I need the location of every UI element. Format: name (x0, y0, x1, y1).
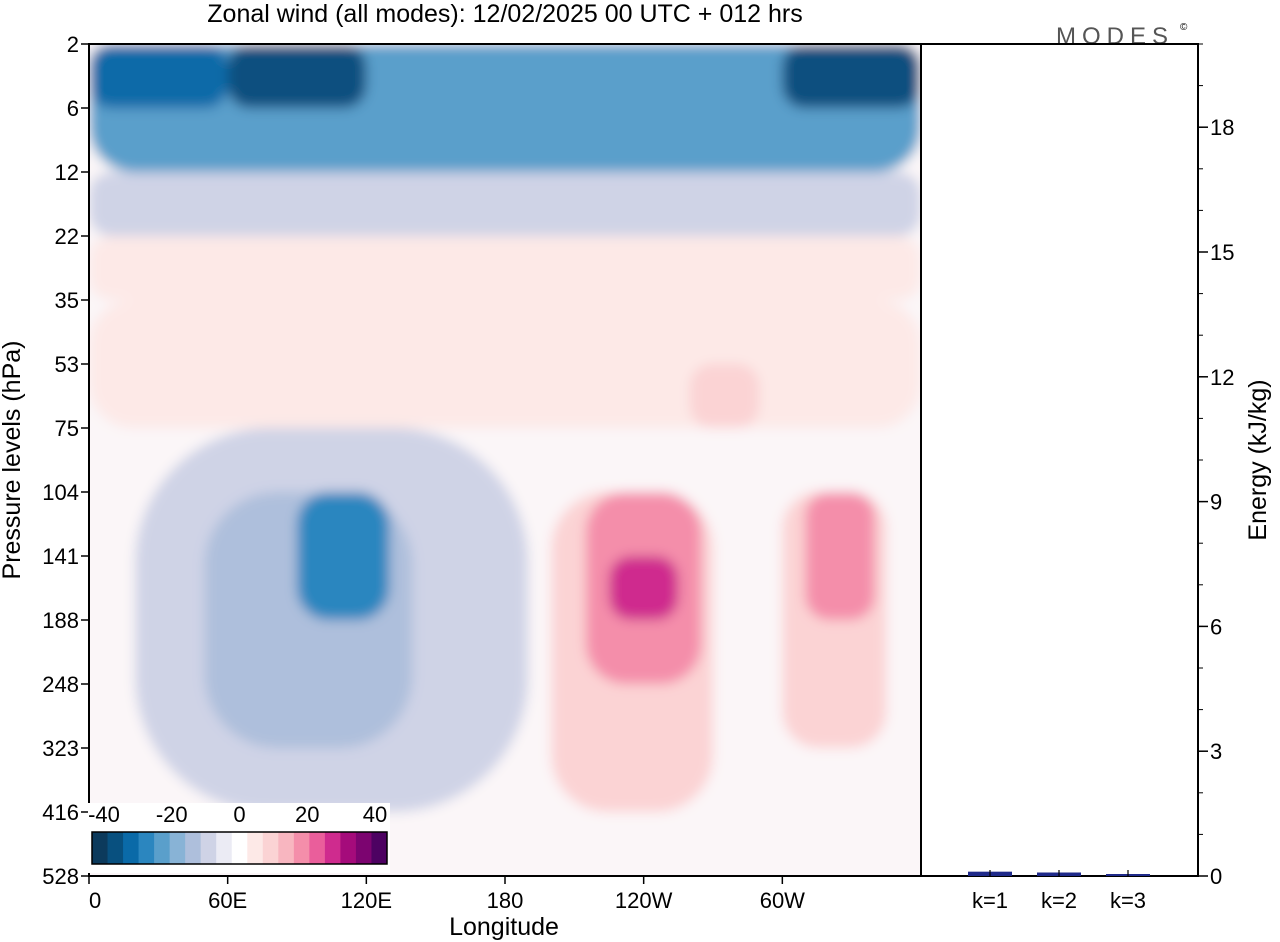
pressure-tick-label: 528 (42, 864, 79, 889)
energy-tick-label: 15 (1210, 240, 1234, 265)
longitude-tick-label: 0 (89, 888, 101, 913)
colorbar-swatch (185, 832, 202, 864)
colorbar-swatch (324, 832, 341, 864)
wind-region (89, 172, 921, 236)
longitude-tick-label: 180 (487, 888, 524, 913)
colorbar: -40 -20 0 20 40 (88, 802, 390, 873)
colorbar-tick-label: 40 (363, 802, 387, 827)
colorbar-swatch (169, 832, 186, 864)
colorbar-swatch (216, 832, 233, 864)
colorbar-tick-label: -20 (156, 802, 188, 827)
energy-axis-label: Energy (kJ/kg) (1244, 379, 1272, 540)
energy-tick-label: 12 (1210, 365, 1234, 390)
colorbar-swatch (293, 832, 310, 864)
colorbar-swatch (123, 832, 140, 864)
colorbar-swatch (92, 832, 109, 864)
wind-region (805, 492, 875, 620)
pressure-tick-label: 248 (42, 672, 79, 697)
energy-tick-label: 18 (1210, 115, 1234, 140)
colorbar-frame (91, 831, 388, 865)
wind-region (89, 44, 228, 108)
colorbar-swatch (231, 832, 248, 864)
brand-mark: © (1180, 22, 1188, 33)
y-axis-label: Pressure levels (hPa) (0, 341, 26, 580)
x-axis-label: Longitude (449, 913, 559, 941)
longitude-tick-label: 120E (341, 888, 392, 913)
wind-region (782, 44, 921, 108)
longitude-tick-label: 60E (208, 888, 247, 913)
wind-heatmap (89, 44, 921, 876)
colorbar-swatch (355, 832, 372, 864)
colorbar-swatch (262, 832, 279, 864)
energy-categories: k=1 k=2 k=3 (972, 870, 1146, 913)
pressure-tick-label: 22 (55, 224, 79, 249)
colorbar-swatch (340, 832, 357, 864)
wind-region (297, 492, 390, 620)
wind-region (609, 556, 679, 620)
wind-region (89, 236, 921, 300)
energy-category-label: k=3 (1110, 888, 1146, 913)
pressure-tick-label: 416 (42, 800, 79, 825)
energy-category-label: k=2 (1041, 888, 1077, 913)
pressure-tick-label: 104 (42, 480, 79, 505)
colorbar-swatch (247, 832, 264, 864)
longitude-axis: 0 60E 120E 180 120W 60W (88, 876, 805, 913)
pressure-tick-label: 53 (55, 352, 79, 377)
energy-axis: 0 3 6 9 12 15 18 (1198, 43, 1234, 889)
longitude-tick-label: 60W (760, 888, 805, 913)
pressure-tick-label: 35 (55, 288, 79, 313)
energy-tick-label: 0 (1210, 864, 1222, 889)
colorbar-swatch (200, 832, 217, 864)
pressure-tick-label: 2 (67, 32, 79, 57)
pressure-tick-label: 75 (55, 416, 79, 441)
energy-panel-frame (920, 43, 1199, 877)
energy-tick-label: 3 (1210, 739, 1222, 764)
energy-category-label: k=1 (972, 888, 1008, 913)
pressure-tick-label: 6 (67, 96, 79, 121)
wind-region (89, 300, 921, 428)
colorbar-swatch (278, 832, 295, 864)
longitude-tick-label: 120W (615, 888, 673, 913)
chart-title: Zonal wind (all modes): 12/02/2025 00 UT… (207, 0, 802, 28)
pressure-tick-label: 188 (42, 608, 79, 633)
colorbar-swatch (309, 832, 326, 864)
colorbar-tick-label: -40 (88, 802, 120, 827)
colorbar-swatch (138, 832, 155, 864)
colorbar-tick-label: 0 (233, 802, 245, 827)
pressure-tick-label: 323 (42, 736, 79, 761)
wind-region (689, 364, 760, 428)
pressure-axis: 2 6 12 22 35 53 75 104 141 188 248 323 416 528 (42, 32, 89, 889)
pressure-tick-label: 12 (55, 160, 79, 185)
pressure-tick-label: 141 (42, 544, 79, 569)
energy-tick-label: 6 (1210, 614, 1222, 639)
energy-tick-label: 9 (1210, 490, 1222, 515)
colorbar-swatch (154, 832, 171, 864)
wind-region (227, 44, 367, 108)
colorbar-swatch (107, 832, 124, 864)
colorbar-tick-label: 20 (295, 802, 319, 827)
colorbar-swatch (371, 832, 388, 864)
